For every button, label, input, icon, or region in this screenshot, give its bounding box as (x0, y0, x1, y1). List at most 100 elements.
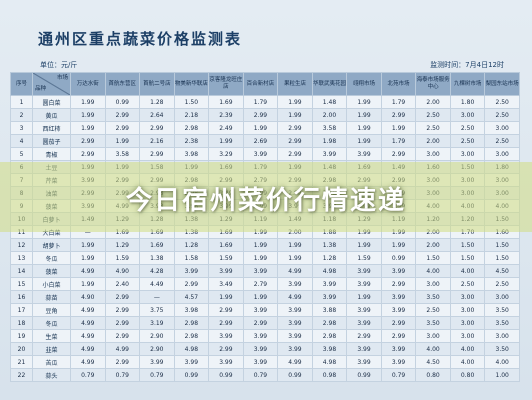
price-cell: 3.99 (311, 290, 348, 304)
price-cell: 3.99 (380, 290, 417, 304)
header-market: 物美新华联店 (173, 72, 210, 96)
price-cell: 1.00 (484, 368, 520, 382)
price-cell: 3.99 (242, 342, 279, 356)
price-cell: 2.99 (380, 277, 417, 291)
price-cell: 2.00 (415, 238, 451, 252)
vegetable-name-cell: 黄瓜 (32, 108, 71, 122)
row-index-cell: 21 (10, 355, 33, 369)
price-cell: 2.99 (104, 108, 141, 122)
price-cell: 4.57 (173, 290, 210, 304)
header-corner: 市场 品种 (32, 72, 71, 96)
price-cell: 4.00 (449, 355, 486, 369)
vegetable-name-cell: 圆白菜 (32, 95, 71, 109)
price-cell: 4.50 (415, 355, 451, 369)
price-cell: 3.99 (380, 264, 417, 278)
price-cell: 2.99 (242, 108, 279, 122)
price-cell: 4.98 (311, 264, 348, 278)
vegetable-name-cell: 蒜苗 (32, 290, 71, 304)
table-row: 5 青椒 2.99 3.58 2.99 3.98 3.29 3.99 2.99 3.99 3.99 2… (10, 147, 520, 161)
price-cell: 1.59 (104, 251, 141, 265)
price-cell: 3.99 (346, 264, 382, 278)
price-cell: 2.98 (311, 329, 348, 343)
price-cell: 2.99 (139, 147, 175, 161)
price-cell: 2.00 (415, 95, 451, 109)
table-title: 通州区重点蔬菜价格监测表 (38, 30, 243, 48)
price-cell: 2.50 (415, 121, 451, 135)
price-cell: 2.99 (70, 134, 106, 148)
header-market: 万达水街 (70, 72, 106, 96)
price-cell: 2.50 (484, 95, 520, 109)
price-cell: 1.50 (484, 238, 520, 252)
price-table: 序号 市场 品种 万达水街 首航东营区 首航二号店 物美新华联店 京客隆龙旺庄店… (10, 72, 520, 382)
price-cell: 3.58 (104, 147, 141, 161)
price-cell: 2.50 (484, 134, 520, 148)
price-cell: 1.99 (346, 121, 382, 135)
price-cell: 2.00 (415, 134, 451, 148)
price-cell: 2.99 (208, 303, 244, 317)
price-cell: 2.99 (277, 121, 313, 135)
price-cell: 0.80 (449, 368, 486, 382)
price-cell: 2.99 (104, 121, 141, 135)
price-cell: 3.98 (311, 342, 348, 356)
price-cell: 1.59 (346, 251, 382, 265)
price-cell: 3.99 (346, 147, 382, 161)
price-cell: 3.99 (346, 303, 382, 317)
price-cell: 1.69 (139, 238, 175, 252)
price-cell: 3.58 (311, 121, 348, 135)
price-cell: 3.88 (311, 303, 348, 317)
price-cell: 3.19 (139, 316, 175, 330)
row-index-cell: 3 (10, 121, 33, 135)
price-cell: 1.79 (380, 134, 417, 148)
price-cell: 3.99 (242, 147, 279, 161)
price-cell: 1.99 (208, 134, 244, 148)
price-cell: 3.75 (139, 303, 175, 317)
price-cell: 2.98 (311, 316, 348, 330)
price-cell: 4.00 (415, 264, 451, 278)
price-cell: 3.99 (208, 355, 244, 369)
price-cell: 4.90 (104, 264, 141, 278)
table-row: 19 生菜 4.99 2.99 2.90 2.98 3.99 3.99 3.99 2.98 2.99… (10, 329, 520, 343)
price-cell: 3.00 (484, 147, 520, 161)
banner-headline: 今日宿州菜价行情速递 (125, 186, 406, 216)
price-cell: 1.99 (70, 238, 106, 252)
price-cell: 2.50 (449, 277, 486, 291)
price-cell: 1.99 (380, 121, 417, 135)
price-cell: 2.99 (208, 316, 244, 330)
price-cell: 1.99 (70, 121, 106, 135)
price-cell: 1.50 (449, 238, 486, 252)
price-cell: 3.99 (346, 342, 382, 356)
vegetable-name-cell: 小白菜 (32, 277, 71, 291)
price-cell: 2.90 (139, 329, 175, 343)
table-row: 12 胡萝卜 1.99 1.29 1.69 1.28 1.69 1.99 1.99 1.38 1.9… (10, 238, 520, 252)
price-cell: 3.99 (173, 355, 210, 369)
price-cell: — (139, 290, 175, 304)
price-cell: 1.28 (173, 238, 210, 252)
vegetable-name-cell: 青椒 (32, 147, 71, 161)
price-cell: 4.99 (104, 342, 141, 356)
row-index-cell: 12 (10, 238, 33, 252)
price-cell: 0.79 (380, 368, 417, 382)
price-cell: 1.99 (346, 95, 382, 109)
price-cell: 1.99 (277, 95, 313, 109)
price-cell: 3.99 (346, 316, 382, 330)
price-cell: 2.99 (380, 108, 417, 122)
price-cell: 1.50 (415, 251, 451, 265)
price-cell: 3.50 (415, 290, 451, 304)
price-cell: 3.50 (415, 316, 451, 330)
price-cell: 0.99 (346, 368, 382, 382)
price-cell: 1.99 (208, 290, 244, 304)
price-cell: 2.99 (380, 329, 417, 343)
price-cell: 4.49 (139, 277, 175, 291)
monitor-time: 监测时间：7月4日12时 (430, 61, 504, 69)
price-cell: 2.99 (139, 121, 175, 135)
price-cell: 1.59 (208, 251, 244, 265)
price-cell: 4.99 (70, 316, 106, 330)
price-cell: 2.79 (242, 277, 279, 291)
price-cell: 2.98 (173, 121, 210, 135)
price-cell: 3.00 (415, 329, 451, 343)
vegetable-name-cell: 胡萝卜 (32, 238, 71, 252)
price-cell: 2.49 (208, 121, 244, 135)
price-cell: 1.99 (346, 290, 382, 304)
price-cell: 3.50 (484, 303, 520, 317)
price-cell: 3.99 (242, 329, 279, 343)
